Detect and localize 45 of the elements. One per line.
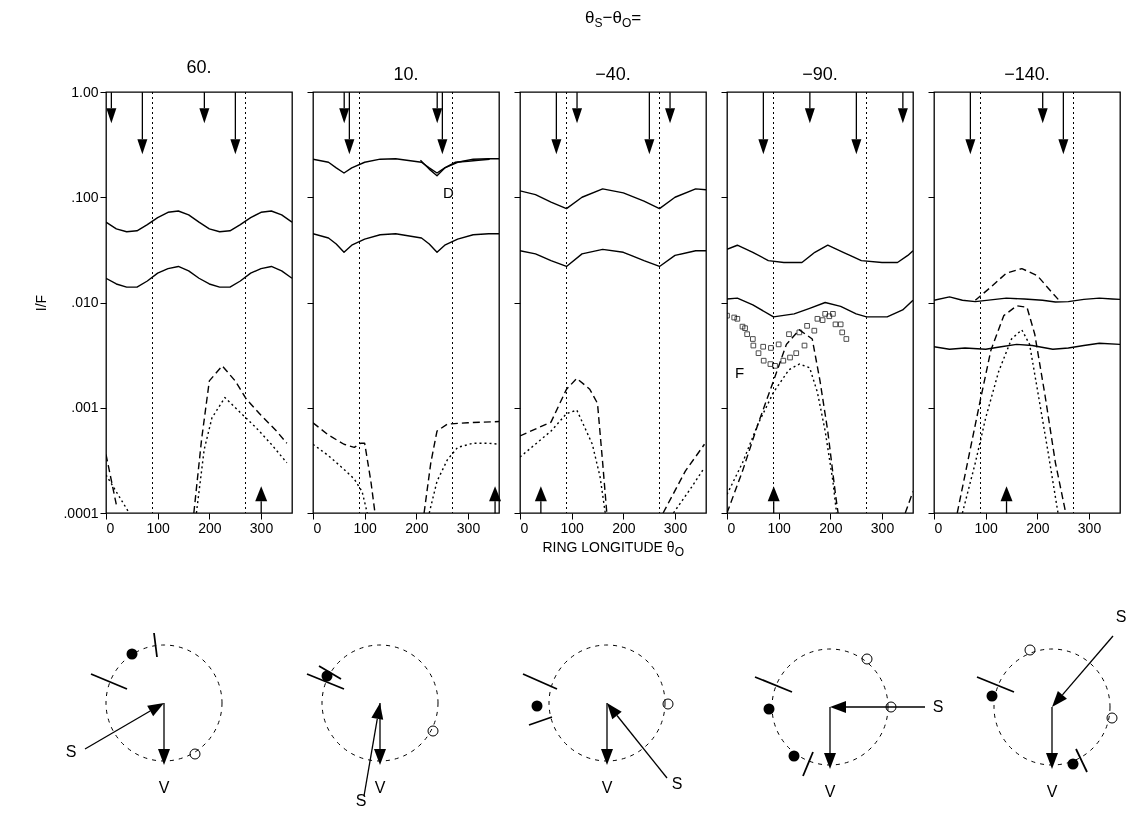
chart-title: θ$_{S}$−θ$_{O}$= xyxy=(585,8,642,31)
x-tick-label: 0 xyxy=(727,519,736,536)
x-tick-label: 100 xyxy=(560,519,585,536)
x-tick-label: 100 xyxy=(353,519,378,536)
chart-title: 60. xyxy=(186,57,212,77)
chart-subtitle: −40. xyxy=(595,63,631,84)
y-axis-title: I/F xyxy=(33,294,50,312)
text: V xyxy=(1046,783,1058,800)
x-tick-label: 0 xyxy=(313,519,322,536)
text: V xyxy=(158,779,170,796)
text: S xyxy=(65,743,77,760)
x-tick-label: 200 xyxy=(819,519,843,536)
text: V xyxy=(601,779,613,796)
text: V xyxy=(824,783,836,800)
y-tick-label: .010 xyxy=(71,294,99,310)
x-tick-label: 200 xyxy=(1026,519,1050,536)
x-tick-label: 100 xyxy=(146,519,171,536)
x-tick-label: 300 xyxy=(456,519,481,536)
text: S xyxy=(1115,608,1127,625)
text: S xyxy=(355,792,367,809)
x-tick-label: 100 xyxy=(974,519,999,536)
x-tick-label: 200 xyxy=(405,519,429,536)
x-tick-label: 300 xyxy=(663,519,688,536)
x-tick-label: 100 xyxy=(767,519,792,536)
text: S xyxy=(671,775,683,792)
x-tick-label: 300 xyxy=(249,519,274,536)
chart-title: 10. xyxy=(393,63,419,84)
x-tick-label: 300 xyxy=(1077,519,1102,536)
x-tick-label: 0 xyxy=(106,519,115,536)
x-tick-label: 200 xyxy=(198,519,222,536)
y-tick-label: 1.00 xyxy=(71,83,99,100)
chart-title: −140. xyxy=(1004,63,1050,84)
x-tick-label: 0 xyxy=(934,519,943,536)
annotation: D xyxy=(442,183,454,201)
x-tick-label: 300 xyxy=(870,519,895,536)
y-tick-label: .001 xyxy=(71,399,99,416)
y-tick-label: .100 xyxy=(71,188,99,205)
text: V xyxy=(374,779,386,796)
annotation: F xyxy=(735,364,745,381)
x-axis-title: RING LONGITUDE θ$_{O}$ xyxy=(542,539,684,559)
x-tick-label: 0 xyxy=(520,519,529,536)
y-tick-label: .0001 xyxy=(63,504,99,521)
text: S xyxy=(932,698,944,715)
chart-title: −90. xyxy=(802,63,838,84)
x-tick-label: 200 xyxy=(612,519,636,536)
